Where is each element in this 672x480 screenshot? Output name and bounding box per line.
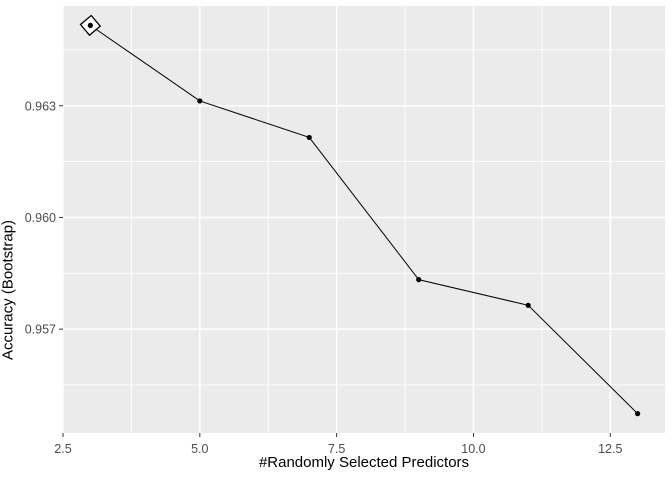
data-point [197,98,203,104]
data-point [306,134,312,141]
y-axis-title-text: Accuracy (Bootstrap) [0,219,16,361]
data-point [416,277,422,283]
x-tick-label: 10.0 [461,442,485,456]
data-point [87,22,93,28]
x-tick-label: 2.5 [54,442,71,456]
series-line [90,24,638,414]
panel-background [63,6,665,433]
y-tick-label: 0.957 [25,323,56,337]
y-tick-label: 0.963 [25,99,56,113]
data-point [525,302,531,308]
x-tick-label: 7.5 [328,442,345,456]
x-axis-title: #Randomly Selected Predictors [258,454,470,471]
x-tick-label: 12.5 [598,442,622,456]
y-tick-label: 0.960 [25,211,56,225]
x-tick-label: 5.0 [191,442,208,456]
data-point [635,411,641,417]
